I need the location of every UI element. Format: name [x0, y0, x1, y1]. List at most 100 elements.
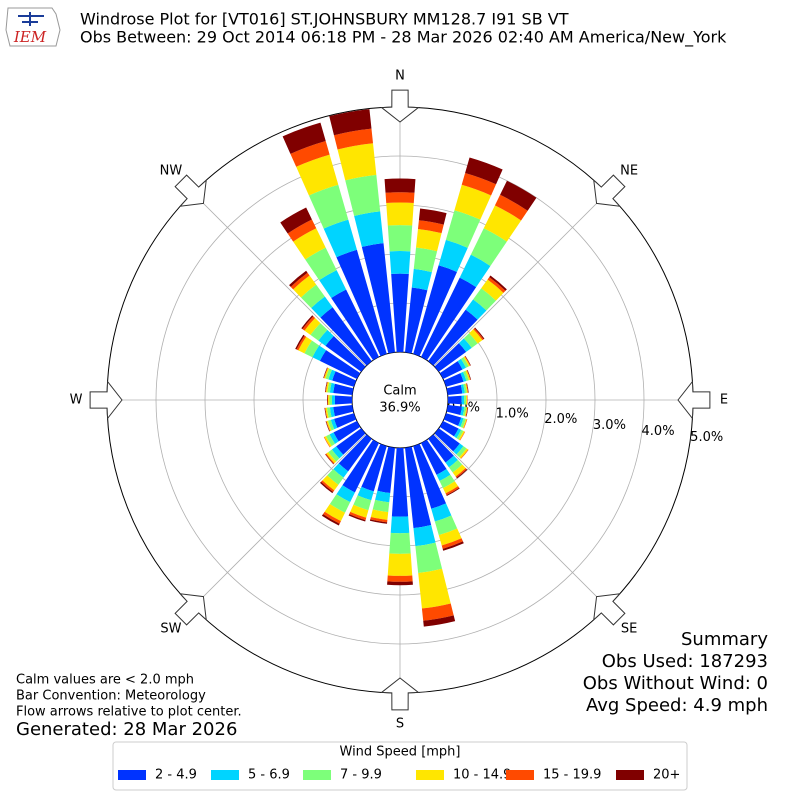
bar-segment — [296, 154, 339, 196]
bar-segment — [453, 443, 464, 455]
bar-segment — [324, 407, 328, 419]
bar-segment — [428, 434, 454, 463]
bar-segment — [328, 449, 340, 462]
bar-segment — [348, 514, 366, 522]
compass-arrow — [593, 174, 626, 207]
bar-segment — [434, 428, 460, 452]
radial-tick-label: 4.0% — [642, 424, 675, 439]
bar-segment — [333, 383, 354, 395]
bar-segment — [327, 394, 329, 406]
bar-segment — [336, 249, 387, 357]
bar-segment — [466, 370, 471, 380]
bar-segment — [421, 603, 454, 621]
bar-segment — [494, 194, 528, 221]
bar-segment — [417, 220, 444, 234]
bar-segment — [372, 499, 390, 513]
bar-segment — [331, 446, 344, 459]
bar-segment — [293, 228, 326, 260]
bar-segment — [319, 350, 361, 379]
bar-segment — [295, 334, 305, 350]
compass-arrow — [174, 593, 207, 626]
bar-segment — [436, 469, 451, 482]
bar-segment — [337, 143, 377, 181]
bar-segment — [330, 418, 338, 430]
bar-segment — [421, 439, 447, 475]
compass-label: E — [720, 393, 728, 408]
bar-segment — [325, 381, 328, 393]
legend-swatch — [416, 770, 444, 780]
bar-segment — [377, 446, 395, 494]
bar-segment — [467, 369, 472, 380]
legend-swatch — [118, 770, 146, 780]
radial-tick-label: 2.0% — [544, 412, 577, 427]
note: Flow arrows relative to plot center. — [16, 705, 242, 720]
bar-segment — [333, 405, 354, 417]
bar-segment — [324, 503, 346, 522]
bar-segment — [311, 296, 333, 318]
bar-segment — [460, 384, 465, 394]
bar-segment — [443, 373, 464, 387]
bar-segment — [290, 272, 310, 290]
bar-segment — [301, 315, 314, 330]
bar-segment — [302, 316, 316, 331]
bar-segment — [328, 369, 336, 381]
compass-arrow — [380, 677, 420, 711]
bar-segment — [466, 407, 469, 417]
bar-segment — [405, 287, 428, 354]
compass-arrow — [593, 593, 626, 626]
bar-segment — [324, 381, 328, 393]
bar-segment — [333, 463, 349, 478]
bar-segment — [443, 413, 462, 426]
bar-segment — [481, 279, 504, 301]
bar-segment — [387, 553, 413, 576]
bar-segment — [421, 277, 477, 361]
bar-segment — [321, 514, 340, 526]
bar-segment — [465, 157, 503, 185]
bar-segment — [325, 453, 335, 464]
compass-label: SW — [160, 622, 181, 637]
legend-title: Wind Speed [mph] — [340, 745, 461, 760]
logo-icon — [18, 12, 44, 26]
bar-segment — [389, 251, 411, 274]
summary-title: Summary — [681, 629, 768, 650]
bar-segment — [466, 383, 469, 393]
legend-label: 5 - 6.9 — [248, 768, 290, 783]
bar-segment — [323, 367, 328, 379]
bar-segment — [324, 436, 332, 448]
bar-segment — [333, 128, 374, 150]
logo: IEM — [5, 7, 61, 47]
bar-segment — [320, 307, 372, 366]
bar-segment — [461, 172, 497, 196]
bar-segment — [391, 273, 409, 353]
bar-segment — [459, 254, 491, 288]
bar-segment — [455, 468, 467, 478]
bar-segment — [445, 455, 458, 468]
bar-segment — [361, 443, 387, 492]
bar-segment — [387, 575, 413, 582]
bar-segment — [319, 270, 347, 299]
legend-swatch — [303, 770, 331, 780]
bar-segment — [428, 309, 478, 366]
bar-segment — [438, 239, 468, 272]
bar-segment — [463, 333, 478, 348]
bar-segment — [458, 430, 465, 441]
compass-label: N — [395, 69, 405, 84]
bar-segment — [386, 202, 414, 226]
bar-segment — [389, 532, 411, 554]
compass-arrow — [89, 380, 123, 420]
bar-segment — [434, 343, 467, 372]
bar-segment — [331, 395, 336, 405]
bar-segment — [326, 434, 336, 447]
compass-label: SE — [621, 622, 637, 637]
bar-segment — [385, 192, 415, 204]
bar-segment — [458, 338, 472, 352]
chart-title: Windrose Plot for [VT016] ST.JOHNSBURY M… — [80, 10, 569, 29]
bar-segment — [442, 541, 464, 551]
bar-segment — [331, 289, 379, 361]
bar-segment — [447, 395, 462, 405]
bar-segment — [326, 420, 332, 432]
bar-segment — [353, 495, 372, 511]
bar-segment — [463, 356, 471, 367]
radial-tick-label: 1.0% — [496, 406, 529, 421]
bar-segment — [460, 449, 469, 459]
